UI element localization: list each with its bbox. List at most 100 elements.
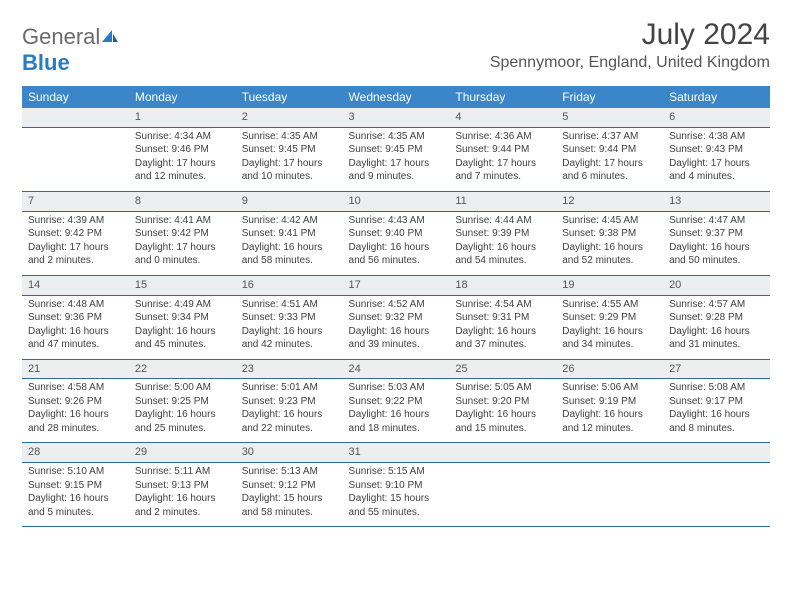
sunset-text: Sunset: 9:25 PM (135, 395, 230, 409)
daylight-text: Daylight: 17 hours and 7 minutes. (455, 157, 550, 184)
logo-text: GeneralBlue (22, 24, 120, 76)
day-number: 10 (343, 191, 450, 211)
sunrise-text: Sunrise: 4:57 AM (669, 298, 764, 312)
day-number: 6 (663, 108, 770, 127)
day-number: 12 (556, 191, 663, 211)
daylight-text: Daylight: 15 hours and 55 minutes. (349, 492, 444, 519)
sunset-text: Sunset: 9:45 PM (349, 143, 444, 157)
day-content-row: Sunrise: 4:39 AMSunset: 9:42 PMDaylight:… (22, 211, 770, 275)
sunrise-text: Sunrise: 5:13 AM (242, 465, 337, 479)
day-cell: Sunrise: 4:48 AMSunset: 9:36 PMDaylight:… (22, 295, 129, 359)
day-header: Saturday (663, 86, 770, 108)
sunrise-text: Sunrise: 4:54 AM (455, 298, 550, 312)
day-number: 25 (449, 359, 556, 379)
day-cell: Sunrise: 5:10 AMSunset: 9:15 PMDaylight:… (22, 463, 129, 527)
sunrise-text: Sunrise: 4:58 AM (28, 381, 123, 395)
day-cell: Sunrise: 4:57 AMSunset: 9:28 PMDaylight:… (663, 295, 770, 359)
location: Spennymoor, England, United Kingdom (490, 54, 770, 72)
sunset-text: Sunset: 9:41 PM (242, 227, 337, 241)
sunset-text: Sunset: 9:46 PM (135, 143, 230, 157)
logo-word2: Blue (22, 50, 70, 75)
day-cell: Sunrise: 4:34 AMSunset: 9:46 PMDaylight:… (129, 127, 236, 191)
sunset-text: Sunset: 9:40 PM (349, 227, 444, 241)
logo-word1: General (22, 24, 100, 49)
sunset-text: Sunset: 9:23 PM (242, 395, 337, 409)
sunrise-text: Sunrise: 5:15 AM (349, 465, 444, 479)
day-cell: Sunrise: 4:39 AMSunset: 9:42 PMDaylight:… (22, 211, 129, 275)
sunset-text: Sunset: 9:37 PM (669, 227, 764, 241)
day-cell: Sunrise: 5:06 AMSunset: 9:19 PMDaylight:… (556, 379, 663, 443)
sunset-text: Sunset: 9:15 PM (28, 479, 123, 493)
sunrise-text: Sunrise: 4:38 AM (669, 130, 764, 144)
day-number: 30 (236, 443, 343, 463)
sunset-text: Sunset: 9:44 PM (455, 143, 550, 157)
day-cell: Sunrise: 4:52 AMSunset: 9:32 PMDaylight:… (343, 295, 450, 359)
calendar-body: 123456Sunrise: 4:34 AMSunset: 9:46 PMDay… (22, 108, 770, 527)
day-cell: Sunrise: 5:08 AMSunset: 9:17 PMDaylight:… (663, 379, 770, 443)
daylight-text: Daylight: 16 hours and 12 minutes. (562, 408, 657, 435)
sunset-text: Sunset: 9:39 PM (455, 227, 550, 241)
daylight-text: Daylight: 16 hours and 52 minutes. (562, 241, 657, 268)
day-number-row: 123456 (22, 108, 770, 127)
day-cell: Sunrise: 5:00 AMSunset: 9:25 PMDaylight:… (129, 379, 236, 443)
daylight-text: Daylight: 16 hours and 54 minutes. (455, 241, 550, 268)
day-number: 21 (22, 359, 129, 379)
day-number: 27 (663, 359, 770, 379)
daylight-text: Daylight: 16 hours and 56 minutes. (349, 241, 444, 268)
day-cell: Sunrise: 4:49 AMSunset: 9:34 PMDaylight:… (129, 295, 236, 359)
sunset-text: Sunset: 9:26 PM (28, 395, 123, 409)
day-header-row: Sunday Monday Tuesday Wednesday Thursday… (22, 86, 770, 108)
month-title: July 2024 (490, 18, 770, 52)
sunset-text: Sunset: 9:22 PM (349, 395, 444, 409)
day-cell: Sunrise: 4:51 AMSunset: 9:33 PMDaylight:… (236, 295, 343, 359)
daylight-text: Daylight: 17 hours and 4 minutes. (669, 157, 764, 184)
daylight-text: Daylight: 16 hours and 5 minutes. (28, 492, 123, 519)
sunrise-text: Sunrise: 5:06 AM (562, 381, 657, 395)
calendar-table: Sunday Monday Tuesday Wednesday Thursday… (22, 86, 770, 527)
day-number: 7 (22, 191, 129, 211)
daylight-text: Daylight: 17 hours and 2 minutes. (28, 241, 123, 268)
day-content-row: Sunrise: 4:48 AMSunset: 9:36 PMDaylight:… (22, 295, 770, 359)
day-number-row: 14151617181920 (22, 275, 770, 295)
sunrise-text: Sunrise: 5:00 AM (135, 381, 230, 395)
day-cell (663, 463, 770, 527)
day-number: 31 (343, 443, 450, 463)
day-number (449, 443, 556, 463)
sunrise-text: Sunrise: 4:34 AM (135, 130, 230, 144)
sunrise-text: Sunrise: 5:10 AM (28, 465, 123, 479)
daylight-text: Daylight: 17 hours and 9 minutes. (349, 157, 444, 184)
daylight-text: Daylight: 17 hours and 0 minutes. (135, 241, 230, 268)
day-cell (556, 463, 663, 527)
day-content-row: Sunrise: 4:58 AMSunset: 9:26 PM Daylight:… (22, 379, 770, 443)
daylight-text: Daylight: 16 hours and 39 minutes. (349, 325, 444, 352)
logo-sail-icon (100, 24, 120, 50)
sunrise-text: Sunrise: 5:08 AM (669, 381, 764, 395)
day-number-row: 21222324252627 (22, 359, 770, 379)
sunrise-text: Sunrise: 4:47 AM (669, 214, 764, 228)
day-cell: Sunrise: 4:41 AMSunset: 9:42 PMDaylight:… (129, 211, 236, 275)
day-number: 4 (449, 108, 556, 127)
sunset-text: Sunset: 9:10 PM (349, 479, 444, 493)
day-cell: Sunrise: 4:43 AMSunset: 9:40 PMDaylight:… (343, 211, 450, 275)
daylight-text: Daylight: 17 hours and 6 minutes. (562, 157, 657, 184)
sunrise-text: Sunrise: 4:43 AM (349, 214, 444, 228)
day-number: 1 (129, 108, 236, 127)
sunrise-text: Sunrise: 4:41 AM (135, 214, 230, 228)
sunrise-text: Sunrise: 4:51 AM (242, 298, 337, 312)
sunrise-text: Sunrise: 4:37 AM (562, 130, 657, 144)
day-cell: Sunrise: 4:47 AMSunset: 9:37 PMDaylight:… (663, 211, 770, 275)
day-cell: Sunrise: 5:05 AMSunset: 9:20 PMDaylight:… (449, 379, 556, 443)
day-cell: Sunrise: 5:15 AMSunset: 9:10 PMDaylight:… (343, 463, 450, 527)
sunset-text: Sunset: 9:43 PM (669, 143, 764, 157)
day-cell: Sunrise: 5:01 AMSunset: 9:23 PMDaylight:… (236, 379, 343, 443)
sunrise-text: Sunrise: 4:35 AM (349, 130, 444, 144)
daylight-text: Daylight: 16 hours and 58 minutes. (242, 241, 337, 268)
day-number (556, 443, 663, 463)
daylight-text: Daylight: 16 hours and 47 minutes. (28, 325, 123, 352)
day-number: 16 (236, 275, 343, 295)
daylight-text: Daylight: 16 hours and 37 minutes. (455, 325, 550, 352)
day-cell: Sunrise: 4:38 AMSunset: 9:43 PMDaylight:… (663, 127, 770, 191)
sunset-text: Sunset: 9:45 PM (242, 143, 337, 157)
sunset-text: Sunset: 9:31 PM (455, 311, 550, 325)
day-number: 3 (343, 108, 450, 127)
